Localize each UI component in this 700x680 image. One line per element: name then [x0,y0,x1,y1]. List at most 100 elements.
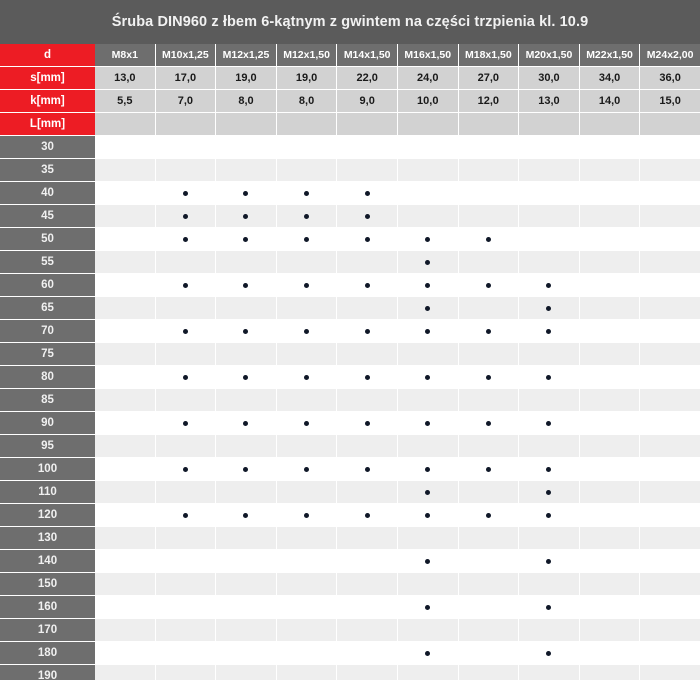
row-cells [95,527,700,549]
availability-cell [458,481,519,503]
availability-cell [216,412,276,434]
availability-dot-icon [364,213,370,219]
row-cells [95,136,700,158]
table-row: 130 [0,527,700,549]
availability-cell [579,366,640,388]
length-row-label: 150 [0,573,95,595]
availability-cell [337,274,397,296]
availability-cell [458,320,519,342]
availability-cell [579,458,640,480]
availability-cell [95,481,155,503]
availability-dot-icon [182,213,188,219]
table-row: 140 [0,550,700,572]
availability-cell [155,274,216,296]
availability-cell [397,412,458,434]
length-row-label: 35 [0,159,95,181]
availability-cell [95,205,155,227]
column-header-10: M24x2,00 [640,44,700,66]
availability-dot-icon [485,374,491,380]
row-cells [95,504,700,526]
availability-cell [155,435,216,457]
availability-cell [640,389,700,411]
availability-cell [397,435,458,457]
length-header-cell [337,113,397,135]
availability-cell [519,619,579,641]
availability-cell [337,527,397,549]
spec-value: 15,0 [640,90,700,112]
availability-cell [640,343,700,365]
availability-cell [458,527,519,549]
availability-cell [216,228,276,250]
availability-cell [579,297,640,319]
availability-cell [640,619,700,641]
availability-cell [337,182,397,204]
availability-cell [640,182,700,204]
table-row: 190 [0,665,700,680]
length-row-label: 45 [0,205,95,227]
row-cells [95,550,700,572]
availability-cell [95,136,156,158]
availability-cell [337,573,397,595]
row-cells [95,619,700,641]
availability-cell [95,182,155,204]
availability-cell [216,297,276,319]
availability-cell [579,251,640,273]
row-cells: 13,0 17,0 19,0 19,0 22,0 24,0 27,0 30,0 34,0 36,0 [95,67,700,89]
availability-dot-icon [243,420,249,426]
availability-cell [397,228,458,250]
availability-cell [458,504,519,526]
column-header-6: M16x1,50 [397,44,458,66]
availability-cell [397,619,458,641]
availability-cell [95,458,155,480]
length-header-cell [519,113,579,135]
column-header-row: d M8x1 M10x1,25 M12x1,25 M12x1,50 M14x1,50 M16… [0,44,700,66]
availability-cell [276,205,337,227]
availability-cell [276,366,337,388]
availability-cell [216,642,276,664]
availability-cell [155,389,216,411]
availability-cell [95,412,155,434]
availability-dot-icon [304,190,310,196]
availability-cell [337,159,397,181]
row-cells [95,412,700,434]
availability-dot-icon [485,328,491,334]
availability-cell [579,504,640,526]
availability-cell [95,159,155,181]
availability-cell [579,182,640,204]
availability-cell [155,504,216,526]
availability-cell [458,182,519,204]
availability-cell [276,320,337,342]
length-row-label: 130 [0,527,95,549]
availability-dot-icon [243,328,249,334]
availability-cell [337,136,398,158]
availability-cell [337,665,397,680]
availability-cell [95,389,155,411]
availability-cell [216,182,276,204]
row-cells [95,297,700,319]
length-row-label: 80 [0,366,95,388]
availability-cell [276,182,337,204]
availability-dot-icon [425,259,431,265]
availability-cell [519,182,579,204]
availability-cell [640,274,700,296]
availability-cell [216,159,276,181]
availability-cell [519,297,579,319]
availability-cell [155,619,216,641]
availability-cell [95,504,155,526]
availability-cell [579,573,640,595]
length-row-label: 170 [0,619,95,641]
availability-cell [579,412,640,434]
bolt-dimension-table: d M8x1 M10x1,25 M12x1,25 M12x1,50 M14x1,50 M16… [0,44,700,680]
column-header-5: M14x1,50 [337,44,397,66]
row-cells [95,481,700,503]
availability-cell [216,619,276,641]
availability-dot-icon [546,282,552,288]
row-cells [95,320,700,342]
availability-cell [276,389,337,411]
availability-cell [276,159,337,181]
availability-dot-icon [485,420,491,426]
availability-dot-icon [182,420,188,426]
availability-dot-icon [304,512,310,518]
table-row: 120 [0,504,700,526]
availability-dot-icon [304,328,310,334]
